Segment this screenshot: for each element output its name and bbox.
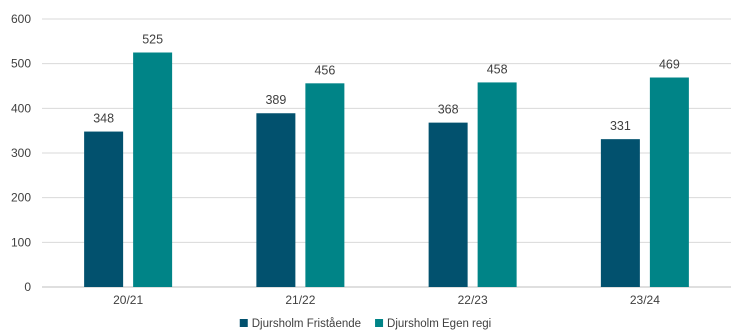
legend-label: Djursholm Fristående <box>252 318 361 330</box>
legend-item: Djursholm Egen regi <box>375 318 491 330</box>
data-label: 525 <box>142 33 163 47</box>
data-label: 389 <box>265 93 286 107</box>
data-labels: 348 525 389 456 368 458 331 469 <box>93 33 680 134</box>
y-tick-label: 500 <box>11 57 31 71</box>
bar <box>84 131 124 287</box>
data-label: 456 <box>314 63 335 77</box>
x-category-label: 20/21 <box>113 293 143 307</box>
y-axis-tick-labels: 0 100 200 300 400 500 600 <box>11 12 31 294</box>
data-label: 368 <box>438 103 459 117</box>
legend-swatch <box>375 319 384 327</box>
data-label: 469 <box>659 58 680 72</box>
x-category-label: 21/22 <box>285 293 315 307</box>
y-tick-label: 400 <box>11 101 31 115</box>
legend: Djursholm Fristående Djursholm Egen regi <box>239 318 491 330</box>
x-axis-category-labels: 20/21 21/22 22/23 23/24 <box>113 293 660 307</box>
bar <box>256 113 296 287</box>
x-category-label: 23/24 <box>630 293 660 307</box>
bar <box>305 83 345 287</box>
data-label: 331 <box>610 119 631 133</box>
y-tick-label: 200 <box>11 191 31 205</box>
y-tick-label: 300 <box>11 146 31 160</box>
bar <box>477 82 517 287</box>
bar <box>133 52 173 287</box>
y-tick-label: 600 <box>11 12 31 26</box>
y-tick-label: 100 <box>11 235 31 249</box>
legend-item: Djursholm Fristående <box>239 318 361 330</box>
x-category-label: 22/23 <box>458 293 488 307</box>
bar <box>428 122 468 287</box>
data-label: 348 <box>93 112 114 126</box>
bar <box>649 77 689 287</box>
legend-swatch <box>239 319 248 327</box>
bars <box>84 52 689 287</box>
y-tick-label: 0 <box>24 280 31 294</box>
bar <box>600 139 640 287</box>
data-label: 458 <box>487 62 508 76</box>
legend-label: Djursholm Egen regi <box>387 318 491 330</box>
